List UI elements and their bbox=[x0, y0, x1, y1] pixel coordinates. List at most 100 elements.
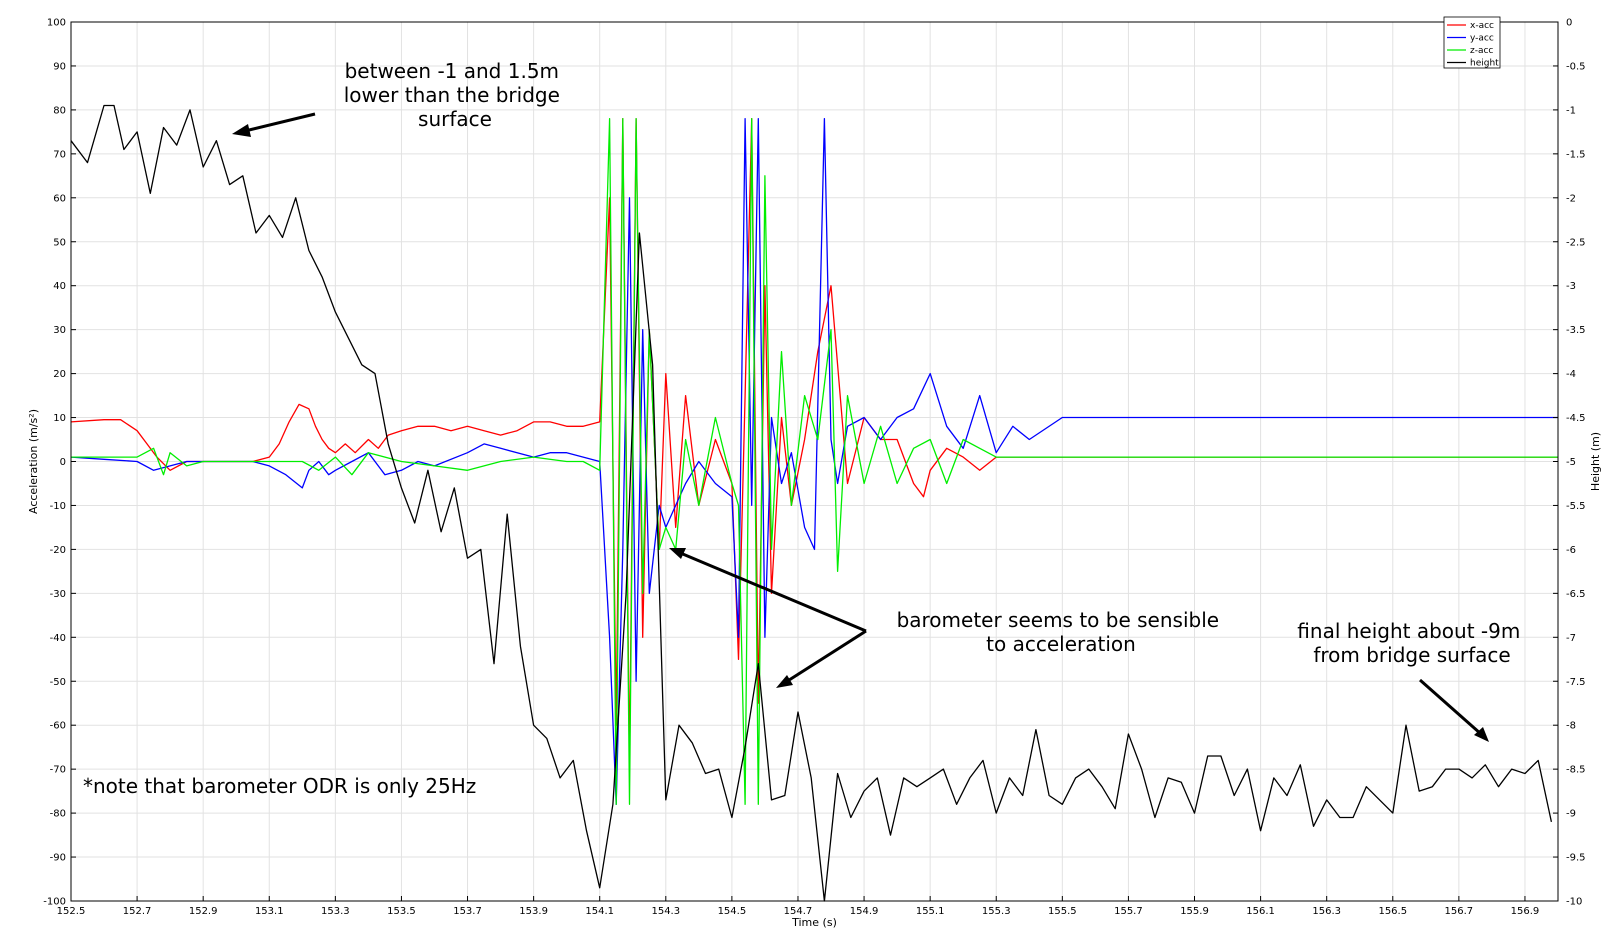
y-left-tick-label: -80 bbox=[50, 809, 66, 820]
x-tick-label: 154.7 bbox=[784, 906, 813, 917]
y-left-tick-label: -40 bbox=[50, 633, 66, 644]
y-left-axis-ticks: 1009080706050403020100-10-20-30-40-50-60… bbox=[43, 18, 76, 908]
y-right-tick-label: -2 bbox=[1566, 193, 1576, 204]
final-height-arrowhead bbox=[1474, 727, 1489, 742]
y-right-tick-label: -2.5 bbox=[1566, 237, 1586, 248]
x-tick-label: 155.7 bbox=[1114, 906, 1143, 917]
bridge-annotation-line-2: lower than the bridge bbox=[344, 83, 560, 107]
y-left-tick-label: 10 bbox=[53, 413, 66, 424]
x-tick-label: 155.1 bbox=[916, 906, 945, 917]
y-left-tick-label: 80 bbox=[53, 105, 66, 116]
x-tick-label: 153.3 bbox=[321, 906, 350, 917]
barometer-arrow-lower bbox=[785, 629, 867, 684]
y-right-tick-label: -6.5 bbox=[1566, 589, 1586, 600]
y-left-axis-label: Acceleration (m/s²) bbox=[27, 409, 40, 514]
x-tick-label: 156.9 bbox=[1511, 906, 1540, 917]
x-tick-label: 152.9 bbox=[189, 906, 218, 917]
x-tick-label: 152.5 bbox=[57, 906, 86, 917]
y-right-axis-label: Height (m) bbox=[1589, 432, 1602, 491]
bridge-annotation: between -1 and 1.5m lower than the bridg… bbox=[344, 59, 567, 131]
x-tick-label: 154.1 bbox=[585, 906, 614, 917]
x-tick-label: 153.1 bbox=[255, 906, 284, 917]
y-left-tick-label: 100 bbox=[47, 18, 66, 29]
barometer-arrow-upper bbox=[677, 550, 867, 633]
y-right-tick-label: -5 bbox=[1566, 457, 1576, 468]
x-axis-ticks: 152.5 152.7 152.9 153.1 153.3 153.5 153.7 153.9… bbox=[57, 896, 1540, 917]
y-right-tick-label: -8 bbox=[1566, 721, 1576, 732]
legend-label-x-acc: x-acc bbox=[1470, 21, 1494, 31]
x-tick-label: 154.9 bbox=[850, 906, 879, 917]
y-left-tick-label: 70 bbox=[53, 149, 66, 160]
y-right-tick-label: -9.5 bbox=[1566, 853, 1586, 864]
y-left-tick-label: -100 bbox=[43, 897, 66, 908]
x-tick-label: 152.7 bbox=[123, 906, 152, 917]
barometer-annotation: barometer seems to be sensible to accele… bbox=[897, 608, 1226, 656]
y-right-tick-label: -4.5 bbox=[1566, 413, 1586, 424]
y-right-axis-ticks: 0 -0.5 -1 -1.5 -2 -2.5 -3 -3.5 -4 -4.5 -5 -5.5 -6 -6.… bbox=[1553, 18, 1586, 908]
y-right-tick-label: -1.5 bbox=[1566, 149, 1586, 160]
x-tick-label: 156.7 bbox=[1445, 906, 1474, 917]
y-left-tick-label: 50 bbox=[53, 237, 66, 248]
x-tick-label: 156.5 bbox=[1378, 906, 1407, 917]
y-left-tick-label: 60 bbox=[53, 193, 66, 204]
bridge-arrow bbox=[244, 112, 316, 133]
barometer-arrowhead-upper bbox=[669, 548, 686, 559]
bridge-arrowhead bbox=[232, 124, 251, 137]
bridge-annotation-line-3: surface bbox=[418, 107, 492, 131]
x-tick-label: 153.5 bbox=[387, 906, 416, 917]
barometer-annotation-line-2: to acceleration bbox=[986, 632, 1136, 656]
final-height-arrow bbox=[1419, 678, 1482, 736]
final-height-annotation-line-2: from bridge surface bbox=[1313, 643, 1510, 667]
y-right-tick-label: -7.5 bbox=[1566, 677, 1586, 688]
x-tick-label: 155.5 bbox=[1048, 906, 1077, 917]
barometer-arrowhead-lower bbox=[776, 675, 793, 688]
final-height-annotation: final height about -9m from bridge surfa… bbox=[1297, 619, 1526, 667]
barometer-annotation-line-1: barometer seems to be sensible bbox=[897, 608, 1220, 632]
legend: x-acc y-acc z-acc height bbox=[1443, 16, 1501, 69]
y-right-tick-label: -10 bbox=[1566, 897, 1582, 908]
bridge-annotation-line-1: between -1 and 1.5m bbox=[345, 59, 559, 83]
y-right-tick-label: -4 bbox=[1566, 369, 1576, 380]
y-left-tick-label: -20 bbox=[50, 545, 66, 556]
y-left-tick-label: -10 bbox=[50, 501, 66, 512]
y-left-tick-label: 90 bbox=[53, 61, 66, 72]
y-left-tick-label: 20 bbox=[53, 369, 66, 380]
odr-annotation: *note that barometer ODR is only 25Hz bbox=[83, 774, 476, 798]
y-right-tick-label: -8.5 bbox=[1566, 765, 1586, 776]
y-left-tick-label: -60 bbox=[50, 721, 66, 732]
y-right-tick-label: -3 bbox=[1566, 281, 1576, 292]
y-left-tick-label: 30 bbox=[53, 325, 66, 336]
x-tick-label: 154.5 bbox=[718, 906, 747, 917]
x-tick-label: 155.3 bbox=[982, 906, 1011, 917]
y-left-tick-label: -50 bbox=[50, 677, 66, 688]
x-tick-label: 156.3 bbox=[1312, 906, 1341, 917]
x-tick-label: 153.9 bbox=[519, 906, 548, 917]
series-line-height bbox=[70, 104, 1553, 902]
final-height-annotation-line-1: final height about -9m bbox=[1297, 619, 1520, 643]
x-axis-label: Time (s) bbox=[791, 916, 837, 929]
y-right-tick-label: -3.5 bbox=[1566, 325, 1586, 336]
y-left-tick-label: 0 bbox=[60, 457, 66, 468]
annotation-arrowheads bbox=[232, 124, 1489, 742]
legend-label-z-acc: z-acc bbox=[1470, 46, 1493, 56]
x-tick-label: 155.9 bbox=[1180, 906, 1209, 917]
y-right-tick-label: -5.5 bbox=[1566, 501, 1586, 512]
y-right-tick-label: -6 bbox=[1566, 545, 1576, 556]
y-left-tick-label: 40 bbox=[53, 281, 66, 292]
y-left-tick-label: -30 bbox=[50, 589, 66, 600]
annotations: between -1 and 1.5m lower than the bridg… bbox=[83, 59, 1526, 798]
annotation-arrows bbox=[244, 112, 1482, 736]
y-right-tick-label: -1 bbox=[1566, 105, 1576, 116]
x-tick-label: 156.1 bbox=[1246, 906, 1275, 917]
y-right-tick-label: -0.5 bbox=[1566, 61, 1586, 72]
y-right-tick-label: 0 bbox=[1566, 18, 1572, 29]
y-right-tick-label: -9 bbox=[1566, 809, 1576, 820]
x-tick-label: 153.7 bbox=[453, 906, 482, 917]
y-left-tick-label: -70 bbox=[50, 765, 66, 776]
y-right-tick-label: -7 bbox=[1566, 633, 1576, 644]
legend-label-height: height bbox=[1470, 59, 1499, 69]
legend-label-y-acc: y-acc bbox=[1470, 34, 1494, 44]
y-left-tick-label: -90 bbox=[50, 853, 66, 864]
x-tick-label: 154.3 bbox=[651, 906, 680, 917]
